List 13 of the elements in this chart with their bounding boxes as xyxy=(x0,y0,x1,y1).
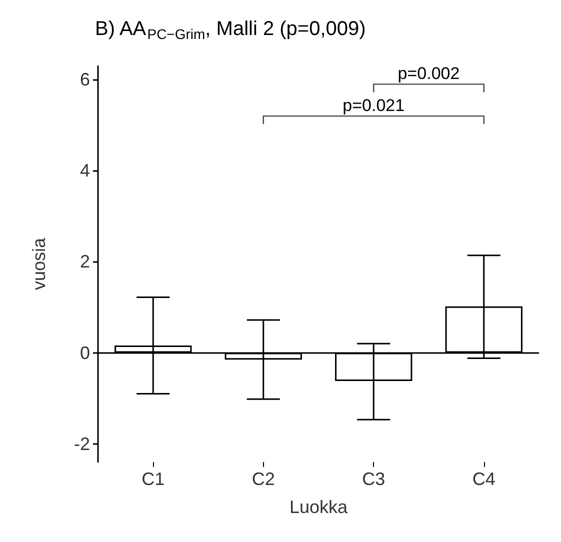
annotation: p=0.002 xyxy=(398,64,460,84)
y-axis-title: vuosia xyxy=(29,236,49,290)
x-tick-label: C4 xyxy=(472,469,496,489)
x-tick-label: C1 xyxy=(142,469,165,489)
y-tick-label: 4 xyxy=(80,160,90,181)
x-tick-label: C3 xyxy=(362,469,386,489)
y-tick-label: 0 xyxy=(80,342,90,363)
y-tick-label: -2 xyxy=(74,434,90,454)
annotation: p=0.021 xyxy=(342,96,405,116)
y-tick-label: 2 xyxy=(80,252,90,272)
y-tick-label: 6 xyxy=(80,70,90,90)
x-axis-title: Luokka xyxy=(289,497,349,517)
x-tick-label: C2 xyxy=(252,469,275,489)
